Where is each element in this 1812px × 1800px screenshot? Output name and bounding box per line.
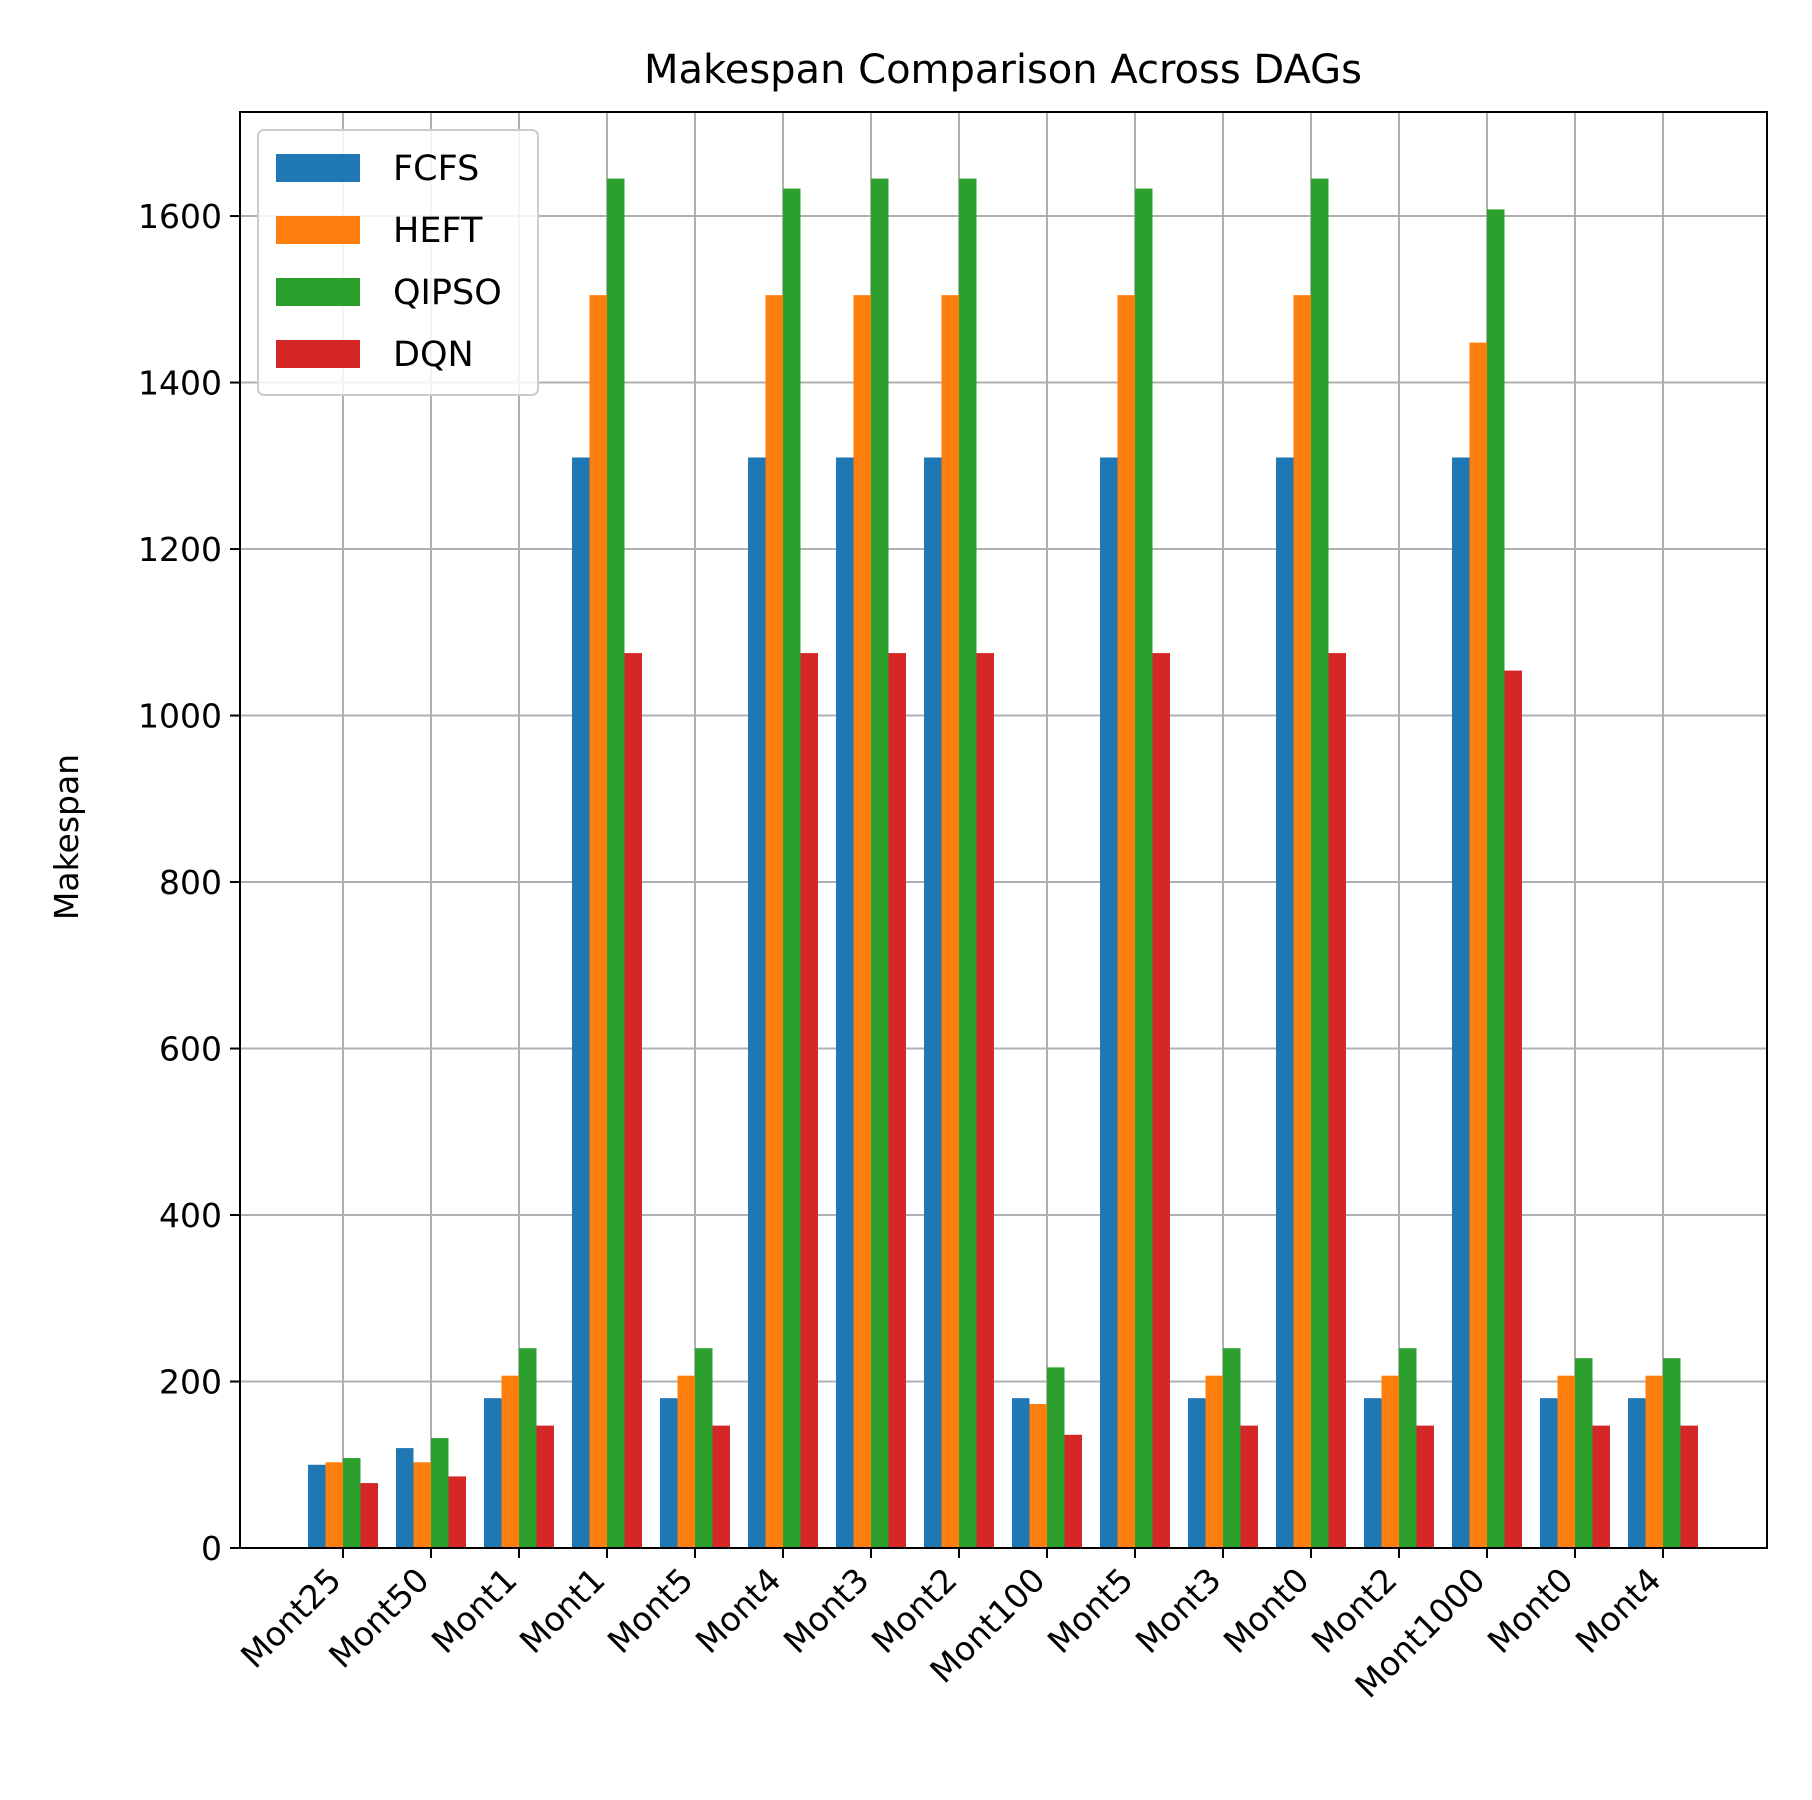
bar-fcfs-0: [308, 1464, 326, 1548]
y-tick-label-6: 1200: [138, 530, 222, 569]
bar-heft-0: [325, 1462, 343, 1548]
bar-qipso-8: [1047, 1367, 1065, 1548]
bar-dqn-3: [624, 653, 642, 1548]
y-axis: 0 200 400 600 800 1000 1200 1400 1600: [138, 197, 240, 1568]
legend-label-heft: HEFT: [393, 211, 483, 251]
y-tick-label-2: 400: [159, 1196, 222, 1235]
bar-dqn-0: [360, 1483, 378, 1548]
bar-fcfs-4: [660, 1398, 678, 1548]
bar-heft-5: [765, 295, 783, 1548]
y-tick-label-0: 0: [201, 1529, 222, 1568]
legend-box: [257, 129, 539, 396]
legend-swatch-fcfs: [276, 154, 360, 182]
y-tick-label-3: 600: [159, 1030, 222, 1069]
bar-heft-14: [1557, 1375, 1575, 1548]
legend-label-dqn: DQN: [393, 335, 474, 375]
bar-qipso-7: [959, 178, 977, 1548]
bar-qipso-0: [343, 1458, 361, 1548]
y-tick-label-8: 1600: [138, 197, 222, 236]
bar-heft-12: [1381, 1375, 1399, 1548]
bar-fcfs-6: [836, 457, 854, 1549]
bar-dqn-10: [1240, 1425, 1258, 1548]
bar-heft-10: [1205, 1375, 1223, 1548]
bar-qipso-1: [431, 1438, 449, 1548]
bar-qipso-3: [607, 178, 625, 1548]
bar-qipso-14: [1575, 1358, 1593, 1548]
bar-qipso-11: [1311, 178, 1329, 1548]
bar-heft-7: [941, 295, 959, 1548]
bar-heft-13: [1469, 342, 1487, 1548]
bar-dqn-9: [1152, 653, 1170, 1548]
bar-dqn-8: [1064, 1434, 1082, 1548]
bar-heft-1: [413, 1462, 431, 1548]
legend-swatch-dqn: [276, 340, 360, 368]
bar-dqn-12: [1416, 1425, 1434, 1548]
bar-qipso-2: [519, 1348, 537, 1548]
bar-dqn-4: [712, 1425, 730, 1548]
bar-fcfs-10: [1188, 1398, 1206, 1548]
bar-dqn-15: [1680, 1425, 1698, 1548]
bar-fcfs-11: [1276, 457, 1294, 1549]
bar-dqn-2: [536, 1425, 554, 1548]
y-tick-label-1: 200: [159, 1363, 222, 1402]
bar-dqn-11: [1328, 653, 1346, 1548]
bar-heft-9: [1117, 295, 1135, 1548]
legend-swatch-heft: [276, 216, 360, 244]
bar-fcfs-12: [1364, 1398, 1382, 1548]
chart-title: Makespan Comparison Across DAGs: [644, 47, 1362, 93]
bar-dqn-7: [976, 653, 994, 1548]
bar-fcfs-2: [484, 1398, 502, 1548]
bar-fcfs-15: [1628, 1398, 1646, 1548]
bar-qipso-10: [1223, 1348, 1241, 1548]
bar-fcfs-1: [396, 1448, 414, 1548]
bar-fcfs-8: [1012, 1398, 1030, 1548]
bar-fcfs-9: [1100, 457, 1118, 1549]
bar-fcfs-3: [572, 457, 590, 1549]
legend-label-fcfs: FCFS: [393, 149, 479, 189]
bar-dqn-14: [1592, 1425, 1610, 1548]
bar-qipso-15: [1663, 1358, 1681, 1548]
y-tick-label-7: 1400: [138, 364, 222, 403]
legend: FCFS HEFT QIPSO DQN: [257, 129, 539, 396]
bar-fcfs-5: [748, 457, 766, 1549]
bar-dqn-6: [888, 653, 906, 1548]
bar-heft-15: [1645, 1375, 1663, 1548]
bars: [308, 178, 1698, 1549]
y-axis-label: Makespan: [47, 754, 86, 920]
y-tick-label-5: 1000: [138, 697, 222, 736]
bar-fcfs-13: [1452, 457, 1470, 1549]
bar-dqn-5: [800, 653, 818, 1548]
bar-qipso-13: [1487, 209, 1505, 1549]
bar-dqn-1: [448, 1476, 466, 1548]
bar-heft-6: [853, 295, 871, 1548]
legend-label-qipso: QIPSO: [393, 273, 502, 313]
bar-qipso-6: [871, 178, 889, 1548]
bar-heft-3: [589, 295, 607, 1548]
bar-fcfs-14: [1540, 1398, 1558, 1548]
bar-qipso-12: [1399, 1348, 1417, 1548]
bar-heft-11: [1293, 295, 1311, 1548]
bar-qipso-4: [695, 1348, 713, 1548]
bar-qipso-5: [783, 188, 801, 1548]
plot-frame: [239, 111, 1768, 1549]
bar-heft-4: [677, 1375, 695, 1548]
bar-fcfs-7: [924, 457, 942, 1549]
legend-swatch-qipso: [276, 278, 360, 306]
bar-heft-2: [501, 1375, 519, 1548]
bar-dqn-13: [1504, 670, 1522, 1548]
bar-qipso-9: [1135, 188, 1153, 1548]
bar-heft-8: [1029, 1403, 1047, 1548]
y-tick-label-4: 800: [159, 863, 222, 902]
